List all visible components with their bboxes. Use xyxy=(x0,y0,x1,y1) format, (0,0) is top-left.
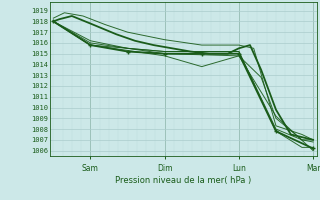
X-axis label: Pression niveau de la mer( hPa ): Pression niveau de la mer( hPa ) xyxy=(115,176,251,185)
